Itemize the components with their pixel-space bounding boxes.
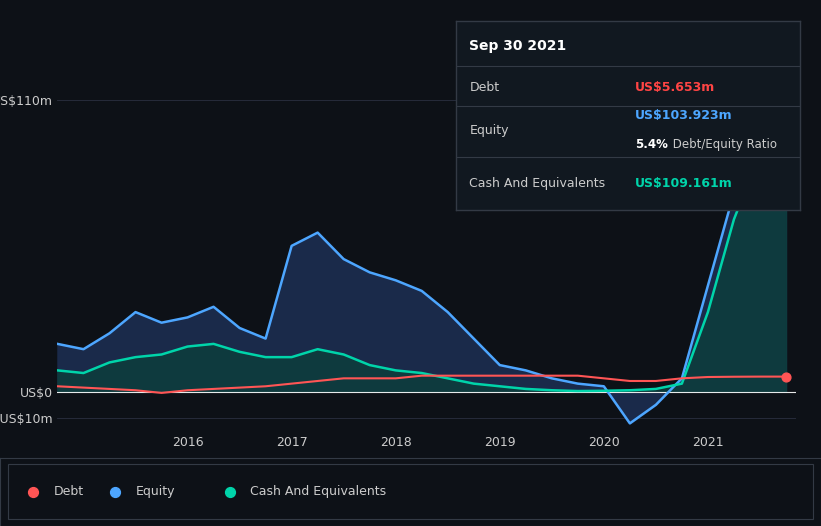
- Text: US$5.653m: US$5.653m: [635, 81, 715, 94]
- Text: Debt/Equity Ratio: Debt/Equity Ratio: [669, 138, 777, 150]
- Text: Debt: Debt: [53, 485, 84, 498]
- Text: 5.4%: 5.4%: [635, 138, 667, 150]
- Point: [26, 488, 39, 496]
- Text: US$109.161m: US$109.161m: [635, 177, 732, 190]
- Point: [779, 372, 792, 381]
- Point: [223, 488, 236, 496]
- Point: [779, 112, 792, 120]
- Text: Cash And Equivalents: Cash And Equivalents: [470, 177, 606, 190]
- Text: Equity: Equity: [135, 485, 175, 498]
- Point: [108, 488, 122, 496]
- Text: Debt: Debt: [470, 81, 499, 94]
- Text: US$103.923m: US$103.923m: [635, 109, 732, 122]
- Text: Equity: Equity: [470, 124, 509, 137]
- Point: [779, 98, 792, 107]
- Text: Sep 30 2021: Sep 30 2021: [470, 38, 566, 53]
- Text: Cash And Equivalents: Cash And Equivalents: [250, 485, 387, 498]
